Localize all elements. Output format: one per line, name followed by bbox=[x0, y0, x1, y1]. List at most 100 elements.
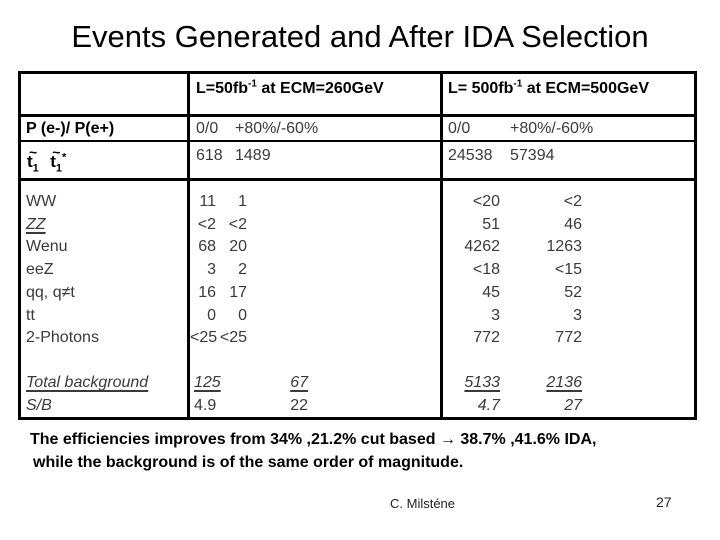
bg-values-wenu-500: 4262 1263 bbox=[443, 236, 694, 259]
value: 1263 bbox=[546, 238, 582, 256]
background-labels: WW ZZ Wenu eeZ qq, q≠t tt 2-Photons Tota… bbox=[21, 181, 187, 417]
bg-label-zz: ZZ bbox=[26, 215, 46, 233]
polarization-500-polarized: +80%/-60% bbox=[510, 120, 594, 137]
value: 4.7 bbox=[477, 396, 500, 414]
bg-values-zz-500: 51 46 bbox=[443, 214, 694, 237]
sb-label: S/B bbox=[26, 396, 52, 414]
stop-base: t bbox=[27, 152, 33, 171]
col-header-500-exponent: -1 bbox=[513, 78, 523, 90]
col-header-260: L=50fb-1 at ECM=260GeV bbox=[187, 74, 440, 114]
efficiency-note: The efficiencies improves from 34% ,21.2… bbox=[30, 429, 596, 474]
events-table: L=50fb-1 at ECM=260GeV L= 500fb-1 at ECM… bbox=[18, 71, 697, 420]
total-background-label: Total background bbox=[26, 373, 149, 391]
value: 51 bbox=[482, 215, 500, 233]
value: 2136 bbox=[546, 373, 582, 391]
bg-values-zz-260: <2 <2 bbox=[190, 214, 440, 237]
footer-author: C. Milsténe bbox=[390, 496, 456, 511]
value: 68 bbox=[198, 238, 216, 256]
bg-label-tt: tt bbox=[26, 306, 35, 324]
value: <15 bbox=[554, 261, 582, 279]
polarization-label: P (e-)/ P(e+) bbox=[26, 120, 115, 137]
value: 0 bbox=[238, 306, 247, 324]
stop-conjugate-star: * bbox=[62, 151, 67, 164]
note-line2: while the background is of the same orde… bbox=[33, 453, 464, 471]
footer-page-number: 27 bbox=[656, 494, 672, 510]
col-header-500-prefix: L= 500fb bbox=[448, 80, 514, 97]
value: <2 bbox=[197, 215, 216, 233]
value: 46 bbox=[564, 215, 582, 233]
signal-260-polarized: 1489 bbox=[235, 147, 271, 164]
signal-500-polarized: 57394 bbox=[510, 147, 555, 164]
polarization-260-unpolarized: 0/0 bbox=[196, 120, 219, 137]
bg-values-2photons-500: 772 772 bbox=[443, 327, 694, 350]
bg-label-qq: qq, q≠t bbox=[26, 283, 75, 301]
stop-subscript: 1 bbox=[32, 162, 39, 175]
value: 16 bbox=[198, 283, 216, 301]
value: <2 bbox=[563, 193, 582, 210]
polarization-row: P (e-)/ P(e+) 0/0 +80%/-60% 0/0 +80%/-60% bbox=[21, 117, 694, 142]
bg-label-wenu: Wenu bbox=[26, 238, 68, 256]
signal-label: ~ t1 ~ t1* bbox=[21, 142, 187, 178]
value: <18 bbox=[472, 261, 500, 279]
stop-base: t bbox=[50, 152, 56, 171]
sb-values-500: 4.7 27 bbox=[443, 395, 694, 417]
bg-values-qq-260: 16 17 bbox=[190, 282, 440, 305]
value: 52 bbox=[564, 283, 582, 301]
sb-values-260: 4.9 22 bbox=[190, 395, 308, 417]
value: 22 bbox=[290, 396, 308, 414]
value: 0 bbox=[207, 306, 216, 324]
stop1-symbol: ~ t1 bbox=[27, 145, 39, 175]
signal-values-500: 24538 57394 bbox=[440, 142, 694, 178]
signal-values-260: 618 1489 bbox=[187, 142, 440, 178]
col-header-260-prefix: L=50fb bbox=[196, 80, 249, 97]
value: <25 bbox=[219, 329, 247, 347]
value: 5133 bbox=[464, 373, 500, 391]
value: 67 bbox=[290, 373, 308, 391]
bg-label-2photons: 2-Photons bbox=[26, 329, 99, 347]
value: <20 bbox=[472, 193, 500, 210]
value: 3 bbox=[207, 261, 216, 279]
bg-values-ww-260: 11 1 bbox=[190, 191, 440, 214]
value: 1 bbox=[238, 193, 247, 210]
value: 45 bbox=[482, 283, 500, 301]
value: 20 bbox=[229, 238, 247, 256]
polarization-260-polarized: +80%/-60% bbox=[235, 120, 319, 137]
polarization-values-260: 0/0 +80%/-60% bbox=[187, 117, 440, 140]
value: 27 bbox=[564, 396, 582, 414]
total-values-260: 125 67 bbox=[190, 372, 308, 395]
bg-label-ww: WW bbox=[26, 193, 57, 210]
col-header-500: L= 500fb-1 at ECM=500GeV bbox=[440, 74, 694, 114]
bg-values-wenu-260: 68 20 bbox=[190, 236, 440, 259]
value: 3 bbox=[491, 306, 500, 324]
corner-cell bbox=[21, 74, 187, 114]
signal-500-unpolarized: 24538 bbox=[448, 147, 493, 164]
tilde-accent: ~ bbox=[52, 144, 61, 160]
page-title: Events Generated and After IDA Selection bbox=[71, 19, 649, 54]
value: <2 bbox=[228, 215, 247, 233]
value: 4262 bbox=[464, 238, 500, 256]
bg-label-eez: eeZ bbox=[26, 261, 54, 279]
bg-values-qq-500: 45 52 bbox=[443, 282, 694, 305]
table-header-row: L=50fb-1 at ECM=260GeV L= 500fb-1 at ECM… bbox=[21, 74, 694, 117]
value: <25 bbox=[190, 329, 218, 347]
bg-values-2photons-260: <25 <25 bbox=[190, 327, 440, 350]
note-line1: The efficiencies improves from 34% ,21.2… bbox=[30, 431, 597, 448]
value: 772 bbox=[473, 329, 500, 347]
stop1bar-symbol: ~ t1* bbox=[50, 145, 67, 175]
value: 4.9 bbox=[194, 396, 217, 414]
polarization-500-unpolarized: 0/0 bbox=[448, 120, 471, 137]
value: 17 bbox=[229, 283, 247, 301]
bg-values-ww-500: <20 <2 bbox=[443, 191, 694, 214]
signal-row: ~ t1 ~ t1* 618 1489 24538 57394 bbox=[21, 142, 694, 181]
stop-subscript: 1 bbox=[55, 162, 63, 175]
total-values-500: 5133 2136 bbox=[443, 372, 694, 395]
value: 772 bbox=[555, 329, 582, 347]
bg-values-eez-500: <18 <15 bbox=[443, 259, 694, 282]
value: 125 bbox=[194, 373, 221, 391]
